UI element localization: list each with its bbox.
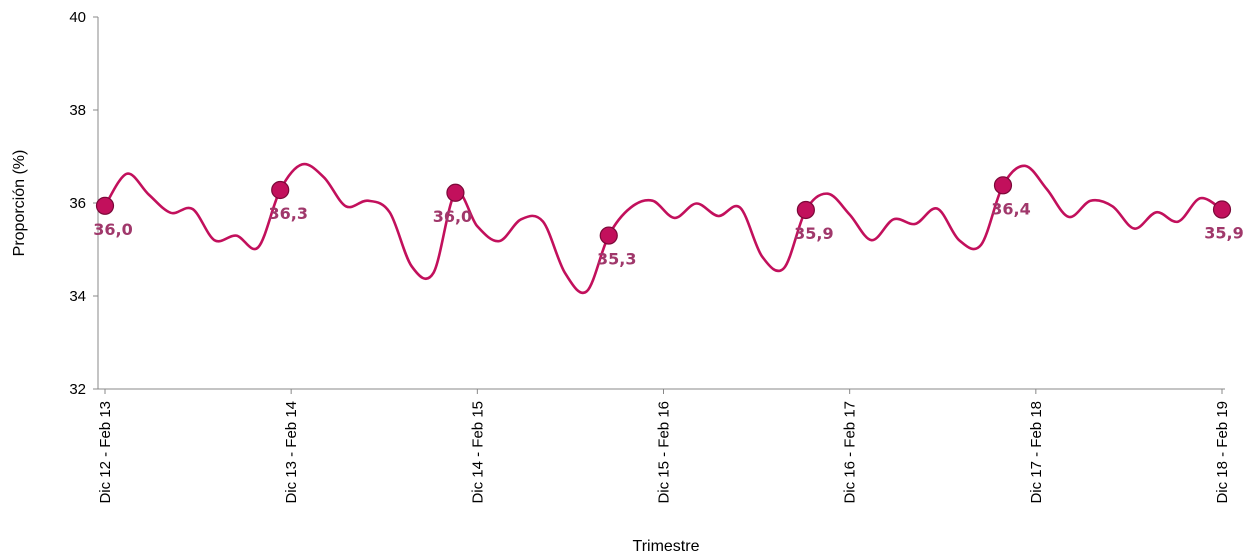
x-tick-label: Dic 18 - Feb 19 [1214,401,1231,504]
data-label: 36,0 [93,220,132,239]
series-line [103,162,1224,295]
x-tick-label: Dic 17 - Feb 18 [1028,401,1045,504]
y-tick-label: 40 [69,9,86,26]
y-axis-ticks: 32 34 36 38 40 [69,9,98,398]
data-label: 35,9 [1204,224,1243,243]
data-point-marker [446,183,465,202]
data-point-marker [95,196,115,215]
data-label: 35,9 [794,224,833,243]
y-tick-label: 32 [69,381,86,398]
data-label: 36,0 [433,207,472,226]
data-label: 36,3 [268,204,307,223]
x-tick-label: Dic 12 - Feb 13 [97,401,114,504]
data-point-marker [993,176,1013,195]
data-point-marker [271,180,290,200]
data-label: 35,3 [597,250,636,269]
plot-area: 36,0 36,3 36,0 35,3 35,9 36,4 35,9 [93,162,1244,295]
x-tick-label: Dic 14 - Feb 15 [469,401,486,504]
y-tick-label: 34 [69,288,86,305]
y-axis-title: Proporción (%) [11,150,28,257]
data-point-marker [1212,200,1232,219]
data-point-marker [796,200,815,220]
x-tick-label: Dic 16 - Feb 17 [842,401,859,504]
x-axis-ticks: Dic 12 - Feb 13 Dic 13 - Feb 14 Dic 14 - F… [97,389,1231,504]
y-tick-label: 38 [69,102,86,119]
x-axis-title: Trimestre [633,538,700,555]
y-tick-label: 36 [69,195,86,212]
data-point-marker [599,226,618,245]
data-label: 36,4 [991,199,1030,218]
x-tick-label: Dic 15 - Feb 16 [656,401,673,504]
x-tick-label: Dic 13 - Feb 14 [283,401,300,504]
